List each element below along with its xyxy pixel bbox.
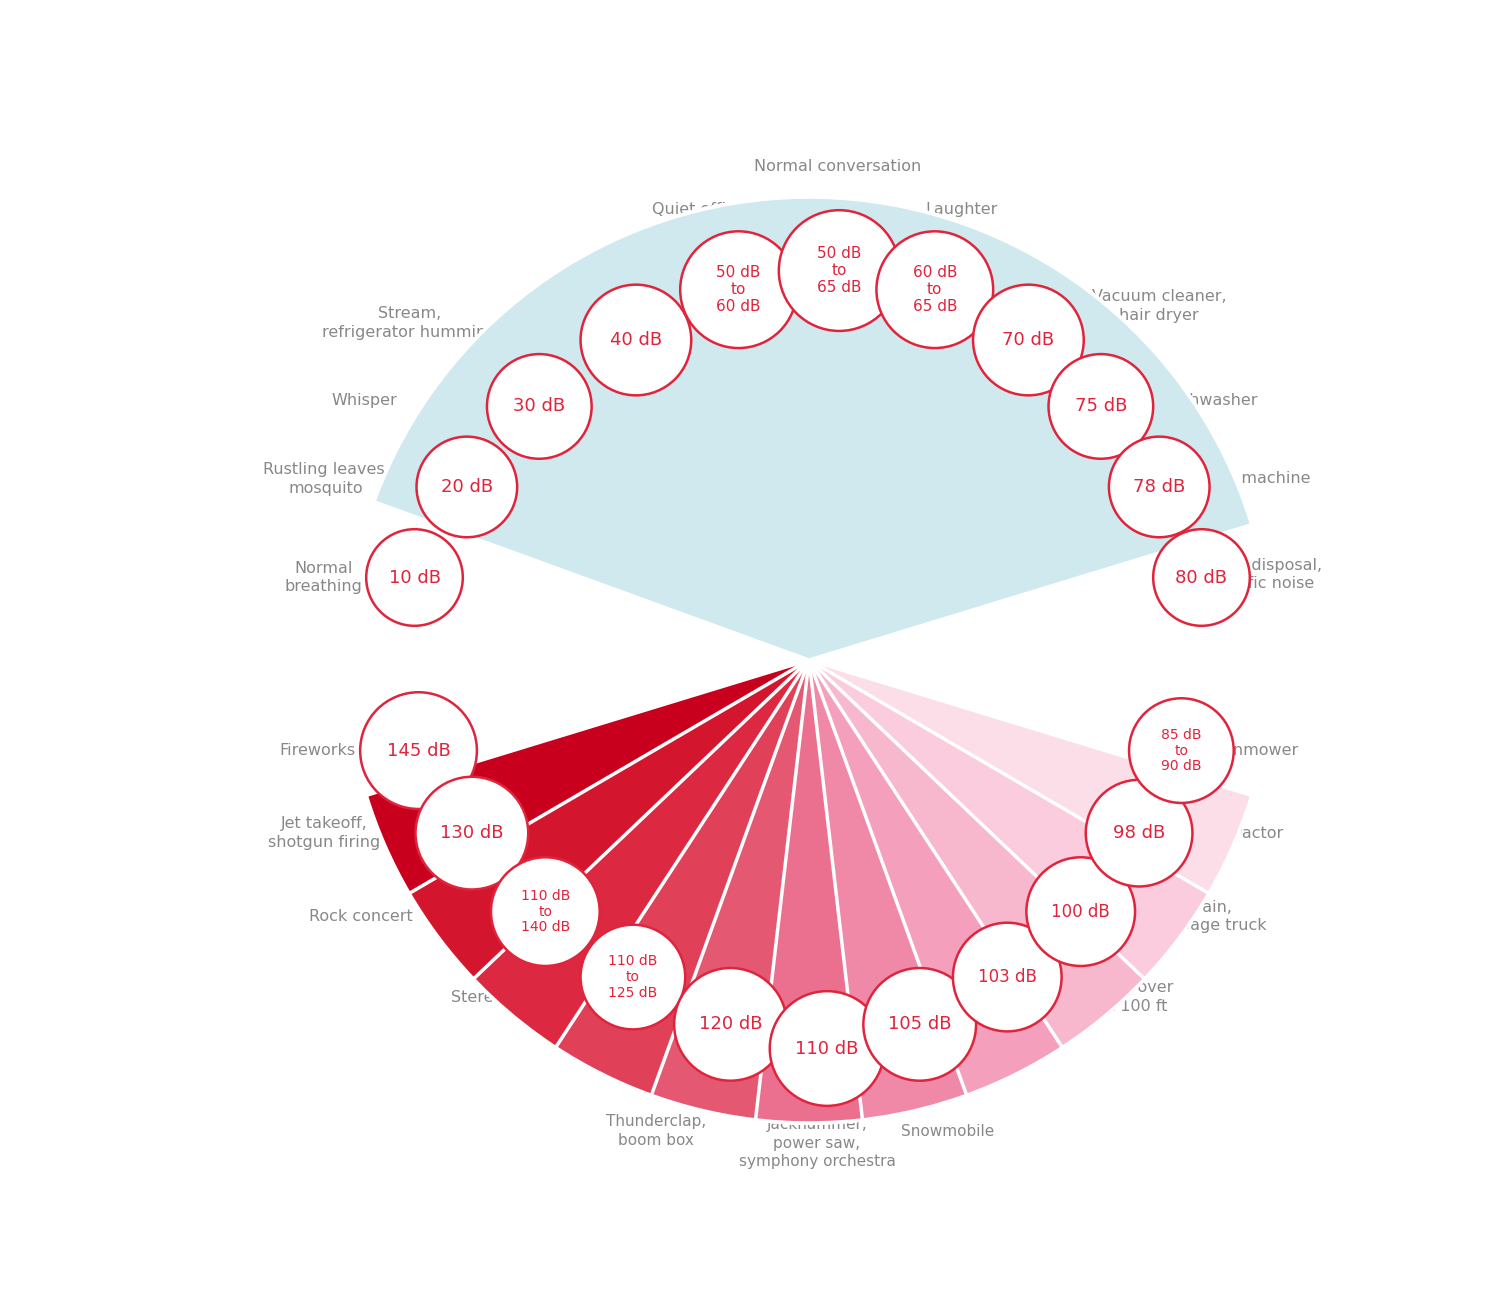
- Circle shape: [1086, 780, 1192, 886]
- Wedge shape: [366, 660, 966, 1123]
- Text: 130 dB: 130 dB: [440, 825, 504, 842]
- Wedge shape: [768, 197, 1251, 660]
- Wedge shape: [808, 276, 1251, 660]
- Text: Washing machine: Washing machine: [1168, 472, 1311, 486]
- Circle shape: [580, 285, 692, 395]
- Text: 110 dB
to
140 dB: 110 dB to 140 dB: [520, 889, 570, 935]
- Wedge shape: [422, 197, 1251, 660]
- Circle shape: [417, 437, 518, 537]
- Wedge shape: [488, 197, 1251, 660]
- Text: 50 dB
to
65 dB: 50 dB to 65 dB: [818, 246, 861, 295]
- Text: 75 dB: 75 dB: [1074, 397, 1126, 416]
- Text: Jet flyover
at 100 ft: Jet flyover at 100 ft: [1092, 980, 1174, 1014]
- Text: Stream,
refrigerator humming: Stream, refrigerator humming: [322, 306, 496, 340]
- Text: 40 dB: 40 dB: [610, 331, 662, 349]
- Wedge shape: [808, 344, 1251, 660]
- Text: Stereo: Stereo: [452, 989, 503, 1005]
- Text: 110 dB
to
125 dB: 110 dB to 125 dB: [608, 954, 657, 1000]
- Wedge shape: [366, 660, 808, 894]
- Circle shape: [1048, 354, 1154, 459]
- Circle shape: [360, 693, 477, 809]
- Text: Garbage disposal,
city traffic noise: Garbage disposal, city traffic noise: [1178, 558, 1323, 591]
- Circle shape: [366, 529, 464, 626]
- Text: 145 dB: 145 dB: [387, 741, 450, 759]
- Circle shape: [416, 776, 528, 890]
- Text: Laughter: Laughter: [926, 201, 998, 217]
- Wedge shape: [666, 197, 1251, 660]
- Wedge shape: [808, 429, 1251, 660]
- Wedge shape: [366, 660, 808, 1047]
- Text: 60 dB
to
65 dB: 60 dB to 65 dB: [912, 265, 957, 314]
- Circle shape: [580, 925, 686, 1030]
- Text: Jackhammer,
power saw,
symphony orchestra: Jackhammer, power saw, symphony orchestr…: [738, 1117, 896, 1170]
- Wedge shape: [374, 197, 1251, 660]
- Wedge shape: [570, 197, 1251, 660]
- Text: 10 dB: 10 dB: [388, 569, 441, 587]
- Circle shape: [974, 285, 1084, 395]
- Text: 50 dB
to
60 dB: 50 dB to 60 dB: [717, 265, 760, 314]
- Wedge shape: [366, 660, 1144, 1123]
- Text: 103 dB: 103 dB: [978, 968, 1036, 985]
- Wedge shape: [366, 660, 1251, 1123]
- Text: Quiet office: Quiet office: [652, 201, 744, 217]
- Text: Snowmobile: Snowmobile: [902, 1124, 995, 1138]
- Text: Dishwasher: Dishwasher: [1166, 393, 1258, 408]
- Text: 80 dB: 80 dB: [1176, 569, 1227, 587]
- Text: 105 dB: 105 dB: [888, 1016, 951, 1034]
- Wedge shape: [366, 660, 808, 1120]
- Circle shape: [778, 210, 900, 331]
- Circle shape: [864, 968, 976, 1081]
- Circle shape: [680, 231, 796, 348]
- Wedge shape: [808, 201, 1251, 660]
- Text: 110 dB: 110 dB: [795, 1039, 859, 1057]
- Text: Normal conversation: Normal conversation: [753, 159, 921, 174]
- Circle shape: [1154, 529, 1250, 626]
- Text: Fireworks: Fireworks: [280, 744, 356, 758]
- Text: 98 dB: 98 dB: [1113, 825, 1166, 842]
- Text: Train,
garbage truck: Train, garbage truck: [1152, 899, 1266, 933]
- Text: Jet takeoff,
shotgun firing: Jet takeoff, shotgun firing: [268, 817, 380, 850]
- Wedge shape: [366, 660, 1062, 1123]
- Circle shape: [952, 923, 1062, 1031]
- Text: 120 dB: 120 dB: [699, 1016, 762, 1034]
- Circle shape: [770, 991, 885, 1106]
- Wedge shape: [366, 660, 862, 1123]
- Text: Lawnmower: Lawnmower: [1202, 744, 1299, 758]
- Text: Normal
breathing: Normal breathing: [285, 561, 363, 595]
- Text: 100 dB: 100 dB: [1052, 903, 1110, 920]
- Wedge shape: [366, 660, 1209, 1123]
- Text: 30 dB: 30 dB: [513, 397, 566, 416]
- Text: Rustling leaves,
mosquito: Rustling leaves, mosquito: [262, 463, 390, 495]
- Text: Farm tractor: Farm tractor: [1184, 826, 1284, 840]
- Text: Whisper: Whisper: [332, 393, 398, 408]
- Circle shape: [1130, 698, 1233, 802]
- Circle shape: [1026, 857, 1136, 966]
- Text: 20 dB: 20 dB: [441, 478, 494, 495]
- Circle shape: [674, 968, 788, 1081]
- Text: 70 dB: 70 dB: [1002, 331, 1054, 349]
- Wedge shape: [808, 227, 1251, 660]
- Text: Rock concert: Rock concert: [309, 910, 413, 924]
- Text: 85 dB
to
90 dB: 85 dB to 90 dB: [1161, 728, 1202, 774]
- Wedge shape: [366, 660, 808, 1095]
- Circle shape: [488, 354, 591, 459]
- Circle shape: [1108, 437, 1209, 537]
- Wedge shape: [366, 660, 808, 979]
- Circle shape: [490, 857, 600, 966]
- Circle shape: [876, 231, 993, 348]
- Text: Thunderclap,
boom box: Thunderclap, boom box: [606, 1115, 706, 1148]
- Text: Vacuum cleaner,
hair dryer: Vacuum cleaner, hair dryer: [1092, 289, 1227, 323]
- Text: 78 dB: 78 dB: [1132, 478, 1185, 495]
